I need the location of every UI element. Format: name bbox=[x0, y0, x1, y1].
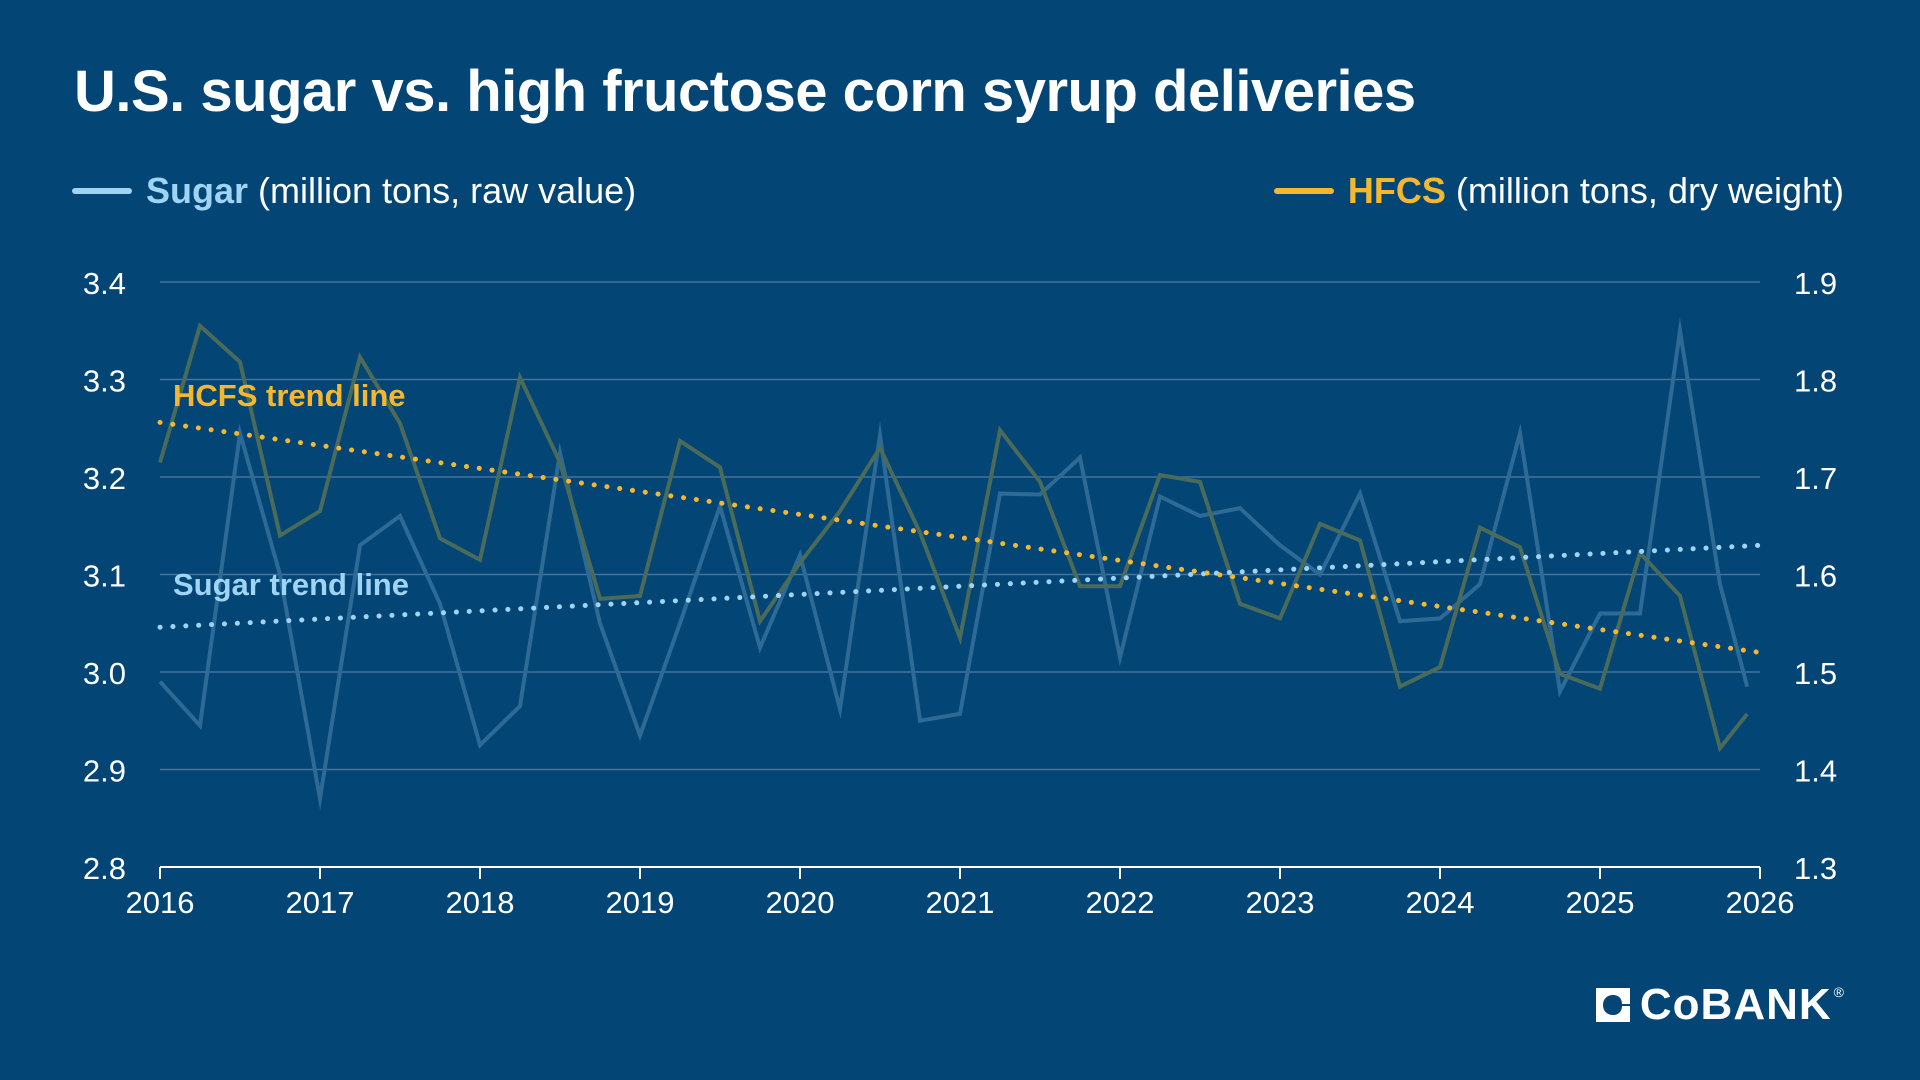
x-tick-label: 2026 bbox=[1726, 885, 1795, 920]
hfcs-series-line bbox=[158, 322, 1749, 753]
y-left-tick-label: 3.3 bbox=[83, 364, 126, 399]
gridlines bbox=[160, 281, 1760, 771]
x-tick-label: 2023 bbox=[1246, 885, 1315, 920]
cobank-logo-text: CoBANK bbox=[1639, 980, 1832, 1029]
y-right-tick-label: 1.6 bbox=[1794, 559, 1837, 594]
y-right-tick-label: 1.3 bbox=[1794, 851, 1837, 886]
chart-title: U.S. sugar vs. high fructose corn syrup … bbox=[74, 59, 1416, 124]
legend-sugar: Sugar (million tons, raw value) bbox=[72, 170, 636, 212]
trend-lines bbox=[157, 419, 1763, 655]
y-right-tick-label: 1.5 bbox=[1794, 656, 1837, 691]
sugar-trend-label: Sugar trend line bbox=[173, 567, 409, 602]
x-tick-label: 2016 bbox=[126, 885, 195, 920]
x-tick-label: 2025 bbox=[1566, 885, 1635, 920]
y-left-tick-label: 3.4 bbox=[83, 266, 126, 301]
x-tick-label: 2021 bbox=[926, 885, 995, 920]
axes bbox=[159, 866, 1761, 879]
cobank-logo-icon bbox=[1595, 988, 1630, 1022]
y-left-tick-label: 2.8 bbox=[83, 851, 126, 886]
sugar-trend-line bbox=[157, 542, 1763, 630]
sugar-legend-name: Sugar bbox=[146, 170, 249, 211]
y-left-tick-label: 3.1 bbox=[83, 559, 126, 594]
hfcs-legend-swatch bbox=[1273, 188, 1334, 194]
tick-labels: 3.4 1.9 3.3 1.8 3.2 1.7 3.1 1.6 3.0 1.5 2.9 1.4 2.8 1… bbox=[83, 266, 1837, 920]
x-tick-label: 2017 bbox=[286, 885, 355, 920]
y-right-tick-label: 1.9 bbox=[1794, 266, 1837, 301]
x-tick-label: 2022 bbox=[1086, 885, 1155, 920]
hfcs-legend-unit: (million tons, dry weight) bbox=[1455, 170, 1844, 211]
x-tick-label: 2018 bbox=[446, 885, 515, 920]
x-tick-label: 2020 bbox=[766, 885, 835, 920]
y-right-tick-label: 1.7 bbox=[1794, 461, 1837, 496]
sugar-legend-swatch bbox=[72, 188, 132, 194]
x-tick-label: 2019 bbox=[606, 885, 675, 920]
hfcs-legend-name: HFCS bbox=[1347, 170, 1446, 211]
sugar-legend-unit: (million tons, raw value) bbox=[258, 170, 637, 211]
legend-hfcs: HFCS (million tons, dry weight) bbox=[1273, 170, 1844, 212]
hcfs-trend-label: HCFS trend line bbox=[173, 378, 406, 413]
y-left-tick-label: 3.0 bbox=[83, 656, 126, 691]
y-left-tick-label: 2.9 bbox=[83, 754, 126, 789]
cobank-logo-reg: ® bbox=[1833, 984, 1844, 1000]
y-left-tick-label: 3.2 bbox=[83, 461, 126, 496]
y-right-tick-label: 1.8 bbox=[1794, 364, 1837, 399]
cobank-logo: CoBANK ® bbox=[1592, 980, 1844, 1030]
y-right-tick-label: 1.4 bbox=[1794, 754, 1837, 789]
x-tick-label: 2024 bbox=[1406, 885, 1475, 920]
series-lines bbox=[158, 317, 1750, 811]
hfcs-trend-line bbox=[157, 419, 1763, 655]
